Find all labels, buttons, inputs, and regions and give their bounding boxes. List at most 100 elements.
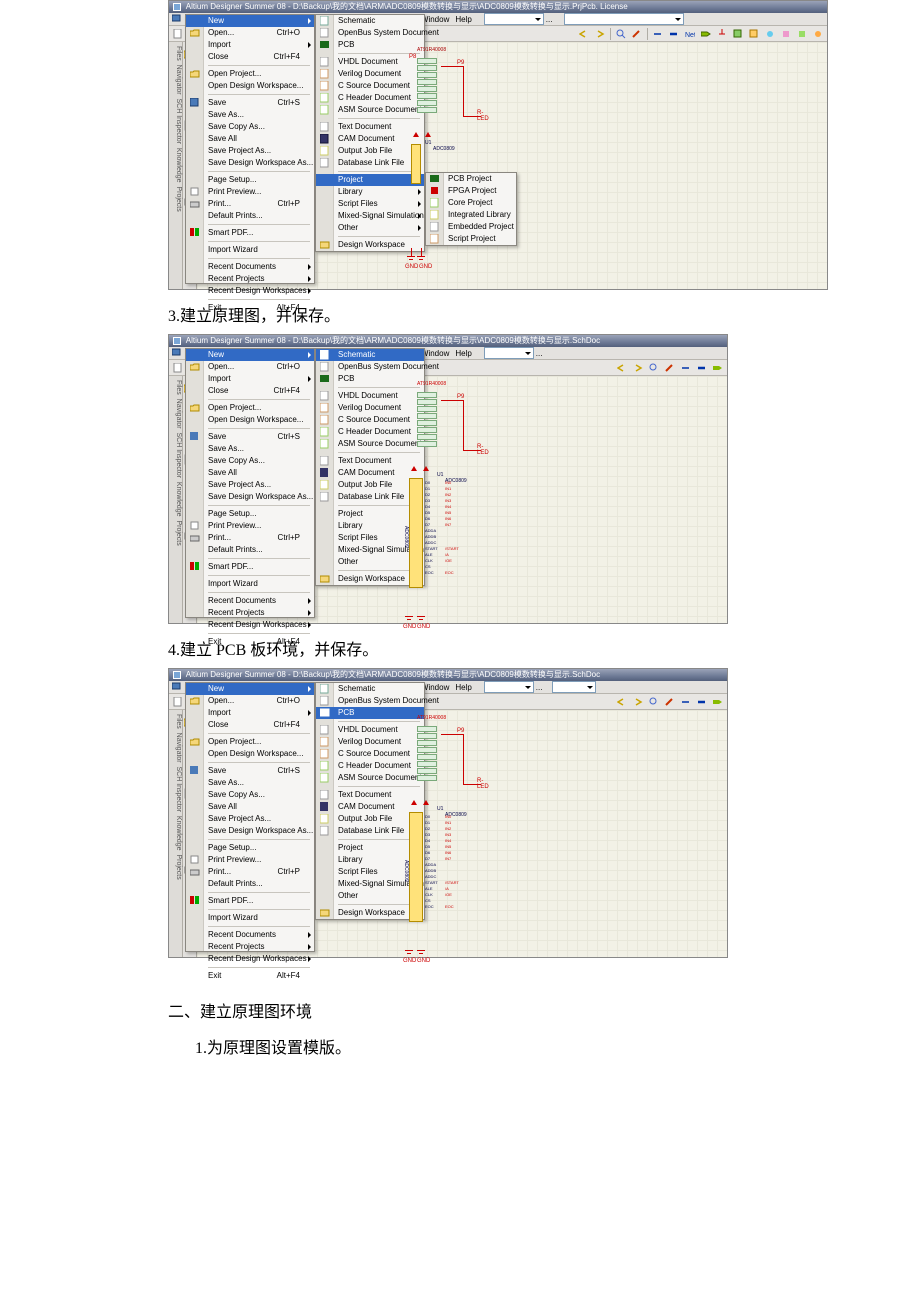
mi-open-workspace[interactable]: Open Design Workspace... <box>186 748 314 760</box>
mi-open-workspace[interactable]: Open Design Workspace... <box>186 414 314 426</box>
redo-icon[interactable] <box>631 361 645 375</box>
mi-openbus[interactable]: OpenBus System Document <box>316 361 424 373</box>
mi-text[interactable]: Text Document <box>316 455 424 467</box>
mi-asm[interactable]: ASM Source Document <box>316 104 424 116</box>
mi-exit[interactable]: ExitAlt+F4 <box>186 302 314 314</box>
help-combo[interactable] <box>484 13 544 25</box>
mi-page-setup[interactable]: Page Setup... <box>186 842 314 854</box>
mi-open[interactable]: Open...Ctrl+O <box>186 27 314 39</box>
mi-recent-workspaces[interactable]: Recent Design Workspaces <box>186 619 314 631</box>
mi-asm[interactable]: ASM Source Document <box>316 772 424 784</box>
menu-dxp[interactable] <box>172 13 184 25</box>
mi-save-copy[interactable]: Save Copy As... <box>186 789 314 801</box>
mi-save-workspace-as[interactable]: Save Design Workspace As... <box>186 825 314 837</box>
schematic-canvas[interactable]: New Open...Ctrl+O Import CloseCtrl+F4 Op… <box>197 42 827 289</box>
mi-csource[interactable]: C Source Document <box>316 748 424 760</box>
mi-open-workspace[interactable]: Open Design Workspace... <box>186 80 314 92</box>
mi-save[interactable]: SaveCtrl+S <box>186 431 314 443</box>
mi-recent-docs[interactable]: Recent Documents <box>186 929 314 941</box>
mi-print-preview[interactable]: Print Preview... <box>186 520 314 532</box>
mi-pcb-project[interactable]: PCB Project <box>426 173 516 185</box>
undo-icon[interactable] <box>577 27 591 41</box>
mi-import-wizard[interactable]: Import Wizard <box>186 578 314 590</box>
mi-save-project-as[interactable]: Save Project As... <box>186 479 314 491</box>
mi-embedded[interactable]: Embedded Project <box>426 221 516 233</box>
mi-output[interactable]: Output Job File <box>316 813 424 825</box>
tool-a-icon[interactable] <box>763 27 777 41</box>
mi-pcb[interactable]: PCB <box>316 373 424 385</box>
mi-default-prints[interactable]: Default Prints... <box>186 544 314 556</box>
mi-text[interactable]: Text Document <box>316 121 424 133</box>
zoom-icon[interactable] <box>647 361 661 375</box>
mi-scripts[interactable]: Script Files <box>316 198 424 210</box>
bus-icon[interactable] <box>695 361 709 375</box>
mi-save-workspace-as[interactable]: Save Design Workspace As... <box>186 157 314 169</box>
mi-smart-pdf[interactable]: Smart PDF... <box>186 895 314 907</box>
menu-window[interactable]: Window <box>421 683 449 692</box>
mi-design-workspace[interactable]: Design Workspace <box>316 907 424 919</box>
mi-import[interactable]: Import <box>186 707 314 719</box>
mi-page-setup[interactable]: Page Setup... <box>186 508 314 520</box>
mi-mixed[interactable]: Mixed-Signal Simulation <box>316 210 424 222</box>
mi-pcb[interactable]: PCB <box>316 39 424 51</box>
mi-close[interactable]: CloseCtrl+F4 <box>186 719 314 731</box>
help-combo-2[interactable] <box>564 13 684 25</box>
mi-save-copy[interactable]: Save Copy As... <box>186 121 314 133</box>
mi-import-wizard[interactable]: Import Wizard <box>186 244 314 256</box>
new-doc-icon[interactable] <box>171 361 185 375</box>
mi-pcb[interactable]: PCB <box>316 707 424 719</box>
power-icon[interactable] <box>715 27 729 41</box>
bus-icon[interactable] <box>695 695 709 709</box>
mi-smart-pdf[interactable]: Smart PDF... <box>186 227 314 239</box>
undo-icon[interactable] <box>615 695 629 709</box>
mi-dblink[interactable]: Database Link File <box>316 157 424 169</box>
side-tabs[interactable]: Files Navigator SCH Inspector Knowledge … <box>169 710 183 957</box>
menu-dxp[interactable] <box>172 347 184 359</box>
new-doc-icon[interactable] <box>171 27 185 41</box>
mi-schematic[interactable]: Schematic <box>316 15 424 27</box>
mi-verilog[interactable]: Verilog Document <box>316 736 424 748</box>
mi-open-project[interactable]: Open Project... <box>186 736 314 748</box>
port-icon[interactable] <box>711 361 725 375</box>
mi-new[interactable]: New <box>186 15 314 27</box>
mi-smart-pdf[interactable]: Smart PDF... <box>186 561 314 573</box>
mi-page-setup[interactable]: Page Setup... <box>186 174 314 186</box>
mi-default-prints[interactable]: Default Prints... <box>186 878 314 890</box>
mi-exit[interactable]: ExitAlt+F4 <box>186 636 314 648</box>
mi-other[interactable]: Other <box>316 890 424 902</box>
mi-verilog[interactable]: Verilog Document <box>316 402 424 414</box>
mi-output[interactable]: Output Job File <box>316 145 424 157</box>
mi-recent-workspaces[interactable]: Recent Design Workspaces <box>186 285 314 297</box>
redo-icon[interactable] <box>593 27 607 41</box>
mi-new[interactable]: New <box>186 683 314 695</box>
mi-project[interactable]: Project <box>316 508 424 520</box>
mi-save-all[interactable]: Save All <box>186 467 314 479</box>
help-combo[interactable] <box>484 681 534 693</box>
menu-dxp[interactable] <box>172 681 184 693</box>
mi-cam[interactable]: CAM Document <box>316 801 424 813</box>
mi-print[interactable]: Print...Ctrl+P <box>186 532 314 544</box>
mi-save-copy[interactable]: Save Copy As... <box>186 455 314 467</box>
mi-save-project-as[interactable]: Save Project As... <box>186 145 314 157</box>
mi-verilog[interactable]: Verilog Document <box>316 68 424 80</box>
mi-core-project[interactable]: Core Project <box>426 197 516 209</box>
mi-other[interactable]: Other <box>316 556 424 568</box>
menu-help[interactable]: Help <box>455 15 471 24</box>
side-tabs[interactable]: Files Navigator SCH Inspector Knowledge … <box>169 42 183 289</box>
mi-recent-projects[interactable]: Recent Projects <box>186 607 314 619</box>
wire-icon[interactable] <box>679 361 693 375</box>
mi-close[interactable]: CloseCtrl+F4 <box>186 385 314 397</box>
mi-save-workspace-as[interactable]: Save Design Workspace As... <box>186 491 314 503</box>
mi-recent-projects[interactable]: Recent Projects <box>186 941 314 953</box>
mi-fpga-project[interactable]: FPGA Project <box>426 185 516 197</box>
mi-cam[interactable]: CAM Document <box>316 467 424 479</box>
mi-intlib[interactable]: Integrated Library <box>426 209 516 221</box>
pen-icon[interactable] <box>663 361 677 375</box>
mi-open-project[interactable]: Open Project... <box>186 402 314 414</box>
mi-cheader[interactable]: C Header Document <box>316 92 424 104</box>
menu-help[interactable]: Help <box>455 349 471 358</box>
mi-cam[interactable]: CAM Document <box>316 133 424 145</box>
zoom-icon[interactable] <box>614 27 628 41</box>
mi-import-wizard[interactable]: Import Wizard <box>186 912 314 924</box>
mi-open-project[interactable]: Open Project... <box>186 68 314 80</box>
